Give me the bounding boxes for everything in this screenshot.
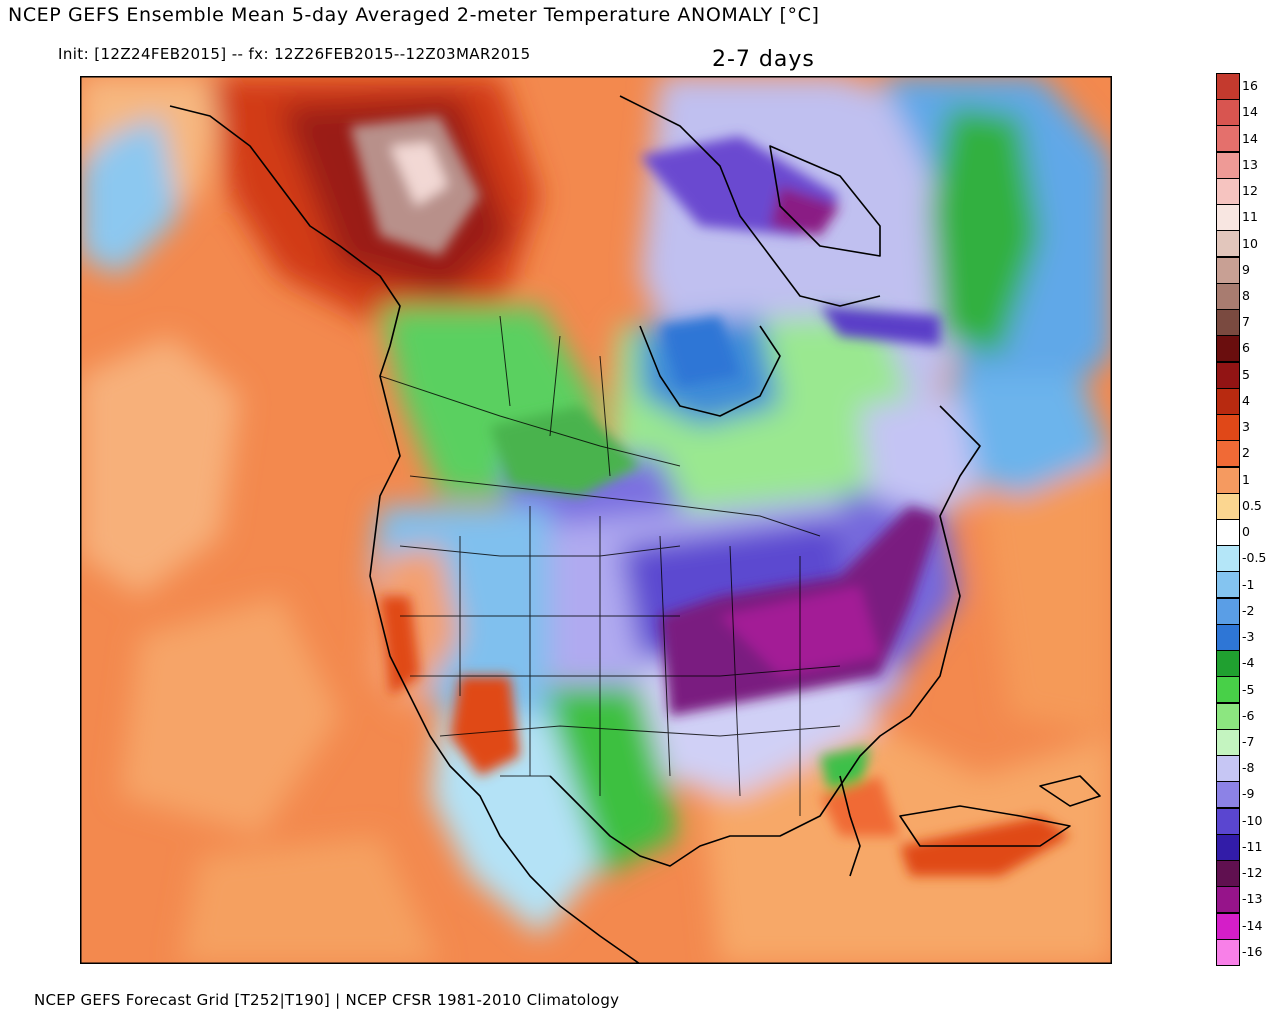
color-legend: 16 14 14 13 12 11 10 9 8 7 6 5 4 3 2 1 0.5 0 -0.5 -1 -2 -3 -4 -…: [1216, 73, 1278, 966]
legend-swatch: [1216, 781, 1240, 809]
anomaly-detail: [350, 116, 1070, 876]
legend-swatch: [1216, 256, 1240, 284]
legend-swatch: [1216, 755, 1240, 783]
legend-swatch: [1216, 886, 1240, 914]
legend-swatch: [1216, 545, 1240, 573]
legend-swatch: [1216, 335, 1240, 363]
legend-swatch: [1216, 597, 1240, 625]
political-borders: [379, 315, 841, 816]
legend-swatch: [1216, 676, 1240, 704]
legend-label: -0.5: [1242, 550, 1267, 566]
legend-label: -10: [1242, 812, 1263, 828]
legend-label: 14: [1242, 104, 1258, 120]
legend-label: -7: [1242, 734, 1255, 749]
legend-swatch: [1216, 230, 1240, 258]
legend-label: -13: [1242, 891, 1263, 907]
legend-label: -2: [1242, 602, 1255, 618]
legend-swatch: [1216, 361, 1240, 389]
legend-label: -1: [1242, 576, 1255, 592]
legend-swatch: [1216, 414, 1240, 442]
legend-swatch: [1216, 650, 1240, 678]
legend-swatch: [1216, 519, 1240, 546]
legend-swatch: [1216, 807, 1240, 835]
legend-swatch: [1216, 571, 1240, 599]
legend-label: -6: [1242, 707, 1255, 723]
init-forecast-subtitle: Init: [12Z24FEB2015] -- fx: 12Z26FEB2015…: [58, 45, 531, 63]
coastlines: [169, 95, 1101, 964]
legend-label: 3: [1242, 419, 1250, 435]
legend-label: 2: [1242, 445, 1250, 461]
legend-label: -12: [1242, 865, 1263, 881]
legend-label: 8: [1242, 288, 1250, 303]
legend-label: -16: [1242, 943, 1263, 959]
legend-swatch: [1216, 282, 1240, 310]
legend-swatch: [1216, 204, 1240, 232]
legend-label: -5: [1242, 681, 1255, 697]
legend-label: 13: [1242, 156, 1258, 172]
legend-swatch: [1216, 623, 1240, 651]
legend-swatch: [1216, 99, 1240, 127]
legend-label: 10: [1242, 235, 1258, 251]
legend-label: -3: [1242, 629, 1255, 645]
legend-swatch: [1216, 387, 1240, 415]
map-frame: [80, 76, 1112, 964]
legend-label: 0.5: [1242, 497, 1262, 513]
legend-swatch: [1216, 125, 1240, 153]
legend-label: 12: [1242, 183, 1258, 199]
legend-swatch: [1216, 73, 1240, 100]
legend-swatch: [1216, 177, 1240, 205]
legend-swatch: [1216, 938, 1240, 966]
legend-label: -4: [1242, 655, 1255, 671]
legend-swatch: [1216, 702, 1240, 730]
legend-label: -8: [1242, 760, 1255, 776]
legend-swatch: [1216, 860, 1240, 888]
legend-label: -14: [1242, 917, 1263, 933]
legend-label: -11: [1242, 838, 1263, 854]
legend-swatch: [1216, 912, 1240, 940]
legend-swatch: [1216, 466, 1240, 494]
forecast-period-label: 2-7 days: [712, 47, 815, 72]
legend-label: 5: [1242, 366, 1250, 382]
legend-swatch: [1216, 492, 1240, 520]
legend-label: 6: [1242, 340, 1250, 356]
legend-label: 7: [1242, 314, 1250, 330]
legend-swatch: [1216, 440, 1240, 468]
legend-label: 16: [1242, 78, 1258, 94]
legend-swatch: [1216, 151, 1240, 179]
legend-swatch: [1216, 728, 1240, 756]
chart-title: NCEP GEFS Ensemble Mean 5-day Averaged 2…: [8, 4, 820, 26]
legend-label: 11: [1242, 209, 1258, 225]
temperature-anomaly-map: [80, 76, 1112, 964]
legend-label: 1: [1242, 471, 1250, 487]
source-footer: NCEP GEFS Forecast Grid [T252|T190] | NC…: [34, 991, 620, 1009]
legend-label: 14: [1242, 130, 1258, 146]
legend-label: 9: [1242, 261, 1250, 277]
legend-label: 4: [1242, 392, 1250, 408]
legend-label: 0: [1242, 524, 1250, 540]
legend-label: -9: [1242, 786, 1255, 802]
legend-swatch: [1216, 309, 1240, 337]
legend-swatch: [1216, 833, 1240, 861]
